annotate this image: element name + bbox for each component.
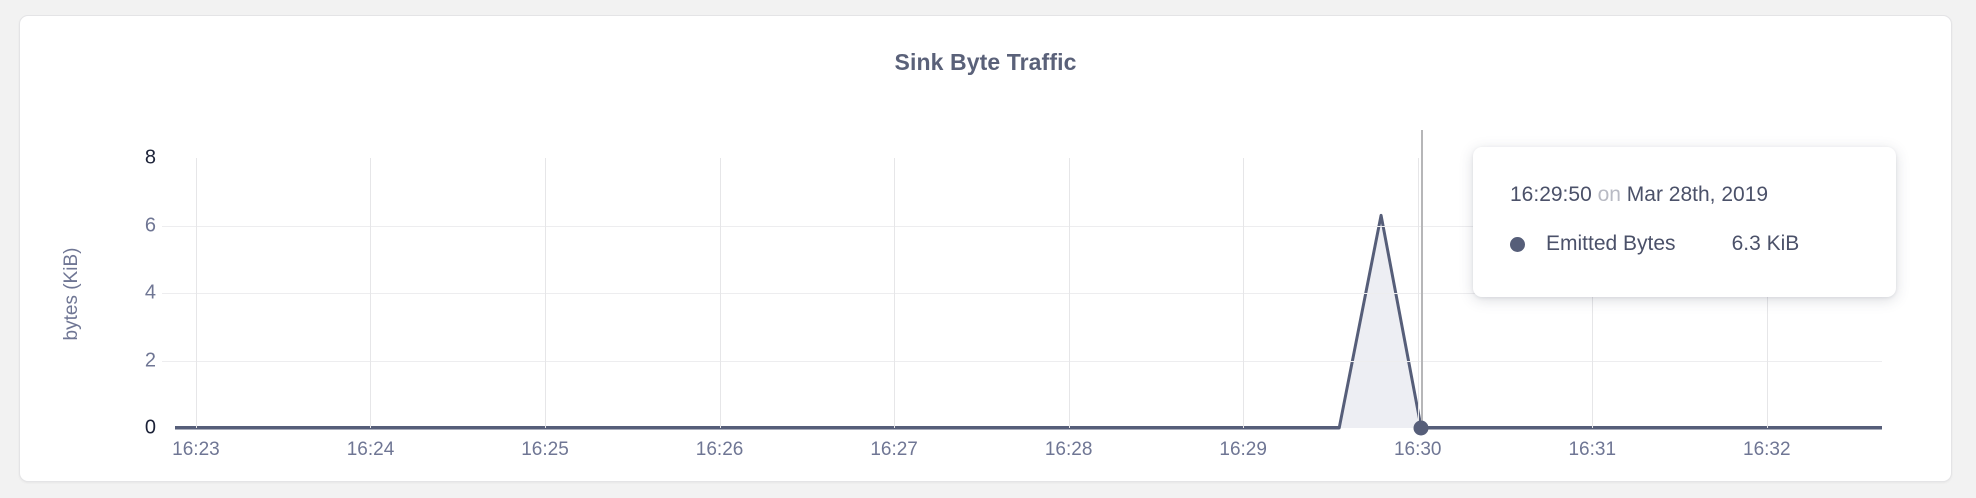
- tooltip-timestamp: 16:29:50 on Mar 28th, 2019: [1510, 183, 1859, 207]
- x-tick-label: 16:27: [870, 439, 918, 460]
- tooltip-row: Emitted Bytes 6.3 KiB: [1510, 232, 1859, 256]
- x-tick-label: 16:30: [1393, 439, 1442, 460]
- plot-area: 8 6 4 2 0 16:23 16:24 16:25 16:26 16:27 16:28 16:29…: [145, 130, 1882, 460]
- tooltip-series-value: 6.3 KiB: [1731, 232, 1800, 255]
- gridline-vertical: [370, 158, 372, 428]
- gridline-vertical: [1417, 158, 1419, 428]
- gridline-vertical: [545, 158, 547, 428]
- x-tick-label: 16:28: [1044, 439, 1093, 460]
- chart-tooltip: 16:29:50 on Mar 28th, 2019 Emitted Bytes…: [1473, 147, 1896, 297]
- tooltip-connector: on: [1597, 183, 1621, 206]
- y-tick-dash: [162, 360, 175, 362]
- gridline-horizontal: [175, 225, 1882, 227]
- gridline-vertical: [1243, 158, 1245, 428]
- gridline-vertical: [195, 158, 197, 428]
- x-tick-label: 16:29: [1219, 439, 1267, 460]
- tooltip-series-name: Emitted Bytes: [1546, 232, 1676, 255]
- y-tick-label: 0: [144, 416, 156, 439]
- y-tick-label: 4: [144, 281, 156, 304]
- x-tick-label: 16:25: [521, 439, 569, 460]
- gridline-horizontal: [175, 360, 1882, 362]
- gridline-horizontal: [175, 293, 1882, 294]
- y-tick-dash: [162, 225, 175, 227]
- tooltip-time: 16:29:50: [1510, 183, 1592, 206]
- series-line: [175, 213, 1882, 430]
- y-tick-label: 6: [144, 214, 156, 236]
- x-tick-label: 16:24: [346, 439, 395, 460]
- y-tick-label: 2: [144, 349, 156, 371]
- series-emitted-bytes: [175, 213, 1882, 430]
- y-tick-dash: [162, 293, 175, 294]
- y-axis-label: bytes (KiB): [61, 247, 82, 341]
- y-tick-label: 8: [144, 146, 156, 169]
- data-point-marker[interactable]: [1413, 420, 1429, 436]
- chart-card: Sink Byte Traffic bytes (KiB) 8 6 4 2 0 16:23…: [19, 15, 1952, 482]
- gridline-vertical: [719, 158, 721, 428]
- gridline-vertical: [1068, 158, 1070, 428]
- crosshair-line: [1421, 130, 1424, 428]
- gridline-vertical: [894, 158, 896, 428]
- x-tick-label: 16:23: [172, 439, 220, 460]
- x-tick-label: 16:32: [1743, 439, 1791, 460]
- series-color-dot-icon: [1510, 236, 1525, 252]
- tooltip-date: Mar 28th, 2019: [1626, 183, 1769, 206]
- x-tick-label: 16:26: [695, 439, 744, 460]
- x-tick-label: 16:31: [1568, 439, 1617, 460]
- page-title: Sink Byte Traffic: [894, 49, 1077, 75]
